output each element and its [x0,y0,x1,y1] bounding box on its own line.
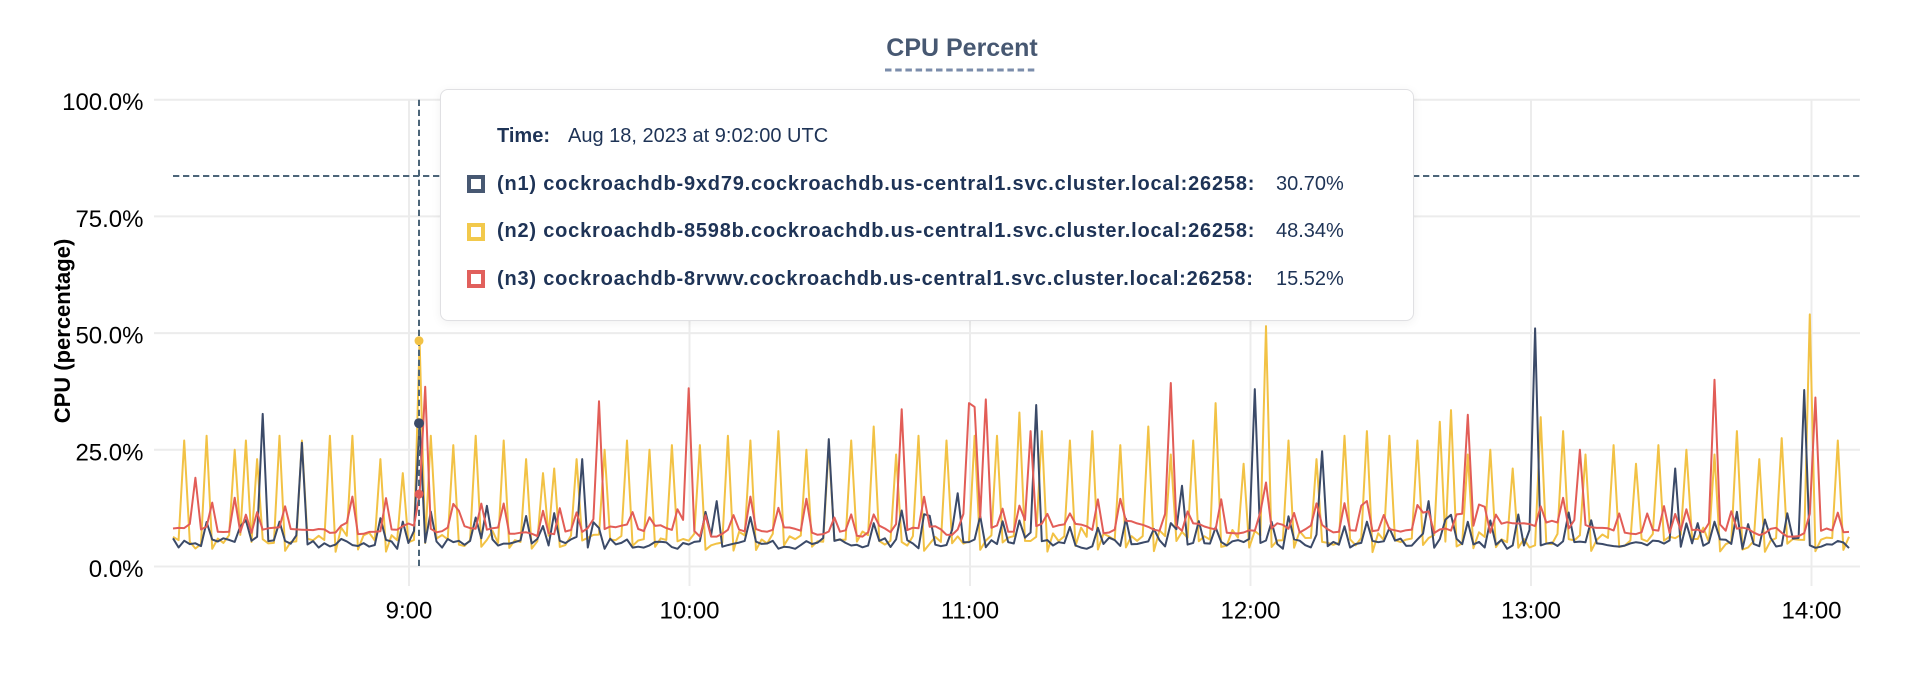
svg-text:CPU (percentage): CPU (percentage) [50,239,75,424]
svg-text:11:00: 11:00 [941,598,999,625]
svg-text:50.0%: 50.0% [75,323,143,350]
svg-text:14:00: 14:00 [1781,598,1841,625]
svg-text:12:00: 12:00 [1220,598,1280,625]
svg-text:13:00: 13:00 [1501,598,1561,625]
svg-text:100.0%: 100.0% [62,89,143,116]
svg-text:25.0%: 25.0% [75,439,143,466]
svg-text:9:00: 9:00 [386,598,433,625]
svg-text:10:00: 10:00 [659,598,719,625]
svg-text:0.0%: 0.0% [89,556,144,583]
svg-text:75.0%: 75.0% [75,206,143,233]
